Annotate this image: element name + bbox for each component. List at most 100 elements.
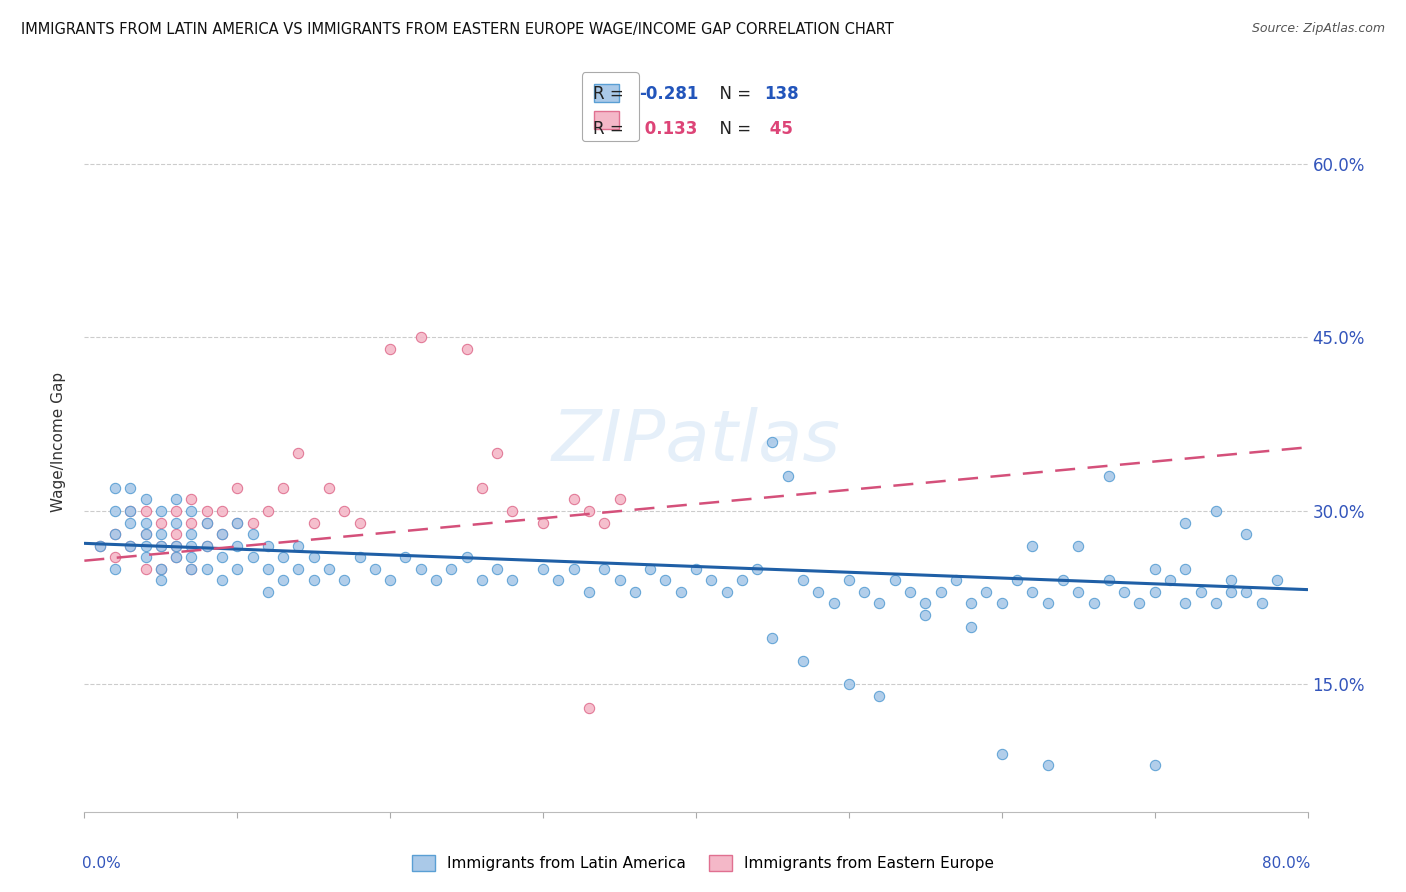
Point: [1083, 597, 1105, 611]
Point: [180, 562, 202, 576]
Point: [1067, 539, 1090, 553]
Point: [380, 574, 402, 588]
Point: [960, 597, 983, 611]
Point: [562, 562, 585, 576]
Point: [89, 539, 111, 553]
Point: [471, 481, 494, 495]
Point: [394, 550, 416, 565]
Point: [257, 585, 280, 599]
Point: [149, 516, 172, 530]
Point: [838, 574, 860, 588]
Point: [502, 574, 524, 588]
Text: IMMIGRANTS FROM LATIN AMERICA VS IMMIGRANTS FROM EASTERN EUROPE WAGE/INCOME GAP : IMMIGRANTS FROM LATIN AMERICA VS IMMIGRA…: [21, 22, 894, 37]
Text: Source: ZipAtlas.com: Source: ZipAtlas.com: [1251, 22, 1385, 36]
Point: [104, 562, 127, 576]
Point: [135, 492, 157, 507]
Point: [731, 574, 754, 588]
Point: [914, 597, 936, 611]
Point: [104, 527, 127, 541]
Point: [242, 550, 264, 565]
Point: [1021, 585, 1043, 599]
Point: [380, 342, 402, 356]
Point: [135, 516, 157, 530]
Point: [211, 550, 233, 565]
Point: [1036, 758, 1059, 772]
Text: N =: N =: [709, 85, 756, 103]
Point: [180, 504, 202, 518]
Point: [593, 516, 616, 530]
Point: [991, 597, 1014, 611]
Point: [271, 550, 294, 565]
Point: [180, 550, 202, 565]
Point: [333, 574, 356, 588]
Point: [1143, 585, 1166, 599]
Point: [960, 619, 983, 633]
Point: [1005, 574, 1028, 588]
Point: [149, 562, 172, 576]
Point: [776, 469, 799, 483]
Point: [1143, 562, 1166, 576]
Point: [807, 585, 830, 599]
Point: [654, 574, 676, 588]
Point: [991, 747, 1014, 761]
Point: [486, 446, 509, 460]
Legend: Immigrants from Latin America, Immigrants from Eastern Europe: Immigrants from Latin America, Immigrant…: [406, 849, 1000, 877]
Point: [471, 574, 494, 588]
Point: [823, 597, 845, 611]
Point: [531, 562, 554, 576]
Y-axis label: Wage/Income Gap: Wage/Income Gap: [51, 371, 66, 512]
Text: -0.281: -0.281: [638, 85, 699, 103]
Point: [271, 481, 294, 495]
Point: [271, 574, 294, 588]
Point: [120, 539, 142, 553]
Point: [1174, 516, 1197, 530]
Point: [716, 585, 738, 599]
Point: [195, 562, 218, 576]
Point: [104, 481, 127, 495]
Point: [440, 562, 463, 576]
Point: [609, 492, 631, 507]
Point: [180, 516, 202, 530]
Point: [135, 550, 157, 565]
Point: [165, 527, 187, 541]
Point: [562, 492, 585, 507]
Point: [1098, 574, 1121, 588]
Point: [180, 539, 202, 553]
Point: [165, 492, 187, 507]
Point: [883, 574, 905, 588]
Point: [609, 574, 631, 588]
Point: [165, 539, 187, 553]
Point: [792, 574, 814, 588]
Point: [869, 597, 891, 611]
Point: [135, 539, 157, 553]
Text: 0.0%: 0.0%: [82, 856, 121, 871]
Point: [104, 550, 127, 565]
Point: [425, 574, 447, 588]
Point: [1220, 574, 1243, 588]
Text: 45: 45: [763, 120, 793, 137]
Point: [149, 574, 172, 588]
Point: [226, 481, 249, 495]
Point: [287, 446, 309, 460]
Point: [792, 654, 814, 668]
Point: [211, 574, 233, 588]
Point: [593, 562, 616, 576]
Point: [349, 550, 371, 565]
Point: [226, 539, 249, 553]
Point: [409, 330, 432, 344]
Text: 138: 138: [763, 85, 799, 103]
Point: [135, 527, 157, 541]
Point: [165, 550, 187, 565]
Point: [120, 539, 142, 553]
Point: [149, 562, 172, 576]
Point: [149, 539, 172, 553]
Point: [1265, 574, 1288, 588]
Point: [1114, 585, 1136, 599]
Point: [1174, 562, 1197, 576]
Point: [257, 539, 280, 553]
Point: [135, 504, 157, 518]
Point: [761, 434, 783, 449]
Legend: , : ,: [582, 72, 638, 141]
Text: 80.0%: 80.0%: [1261, 856, 1310, 871]
Point: [747, 562, 769, 576]
